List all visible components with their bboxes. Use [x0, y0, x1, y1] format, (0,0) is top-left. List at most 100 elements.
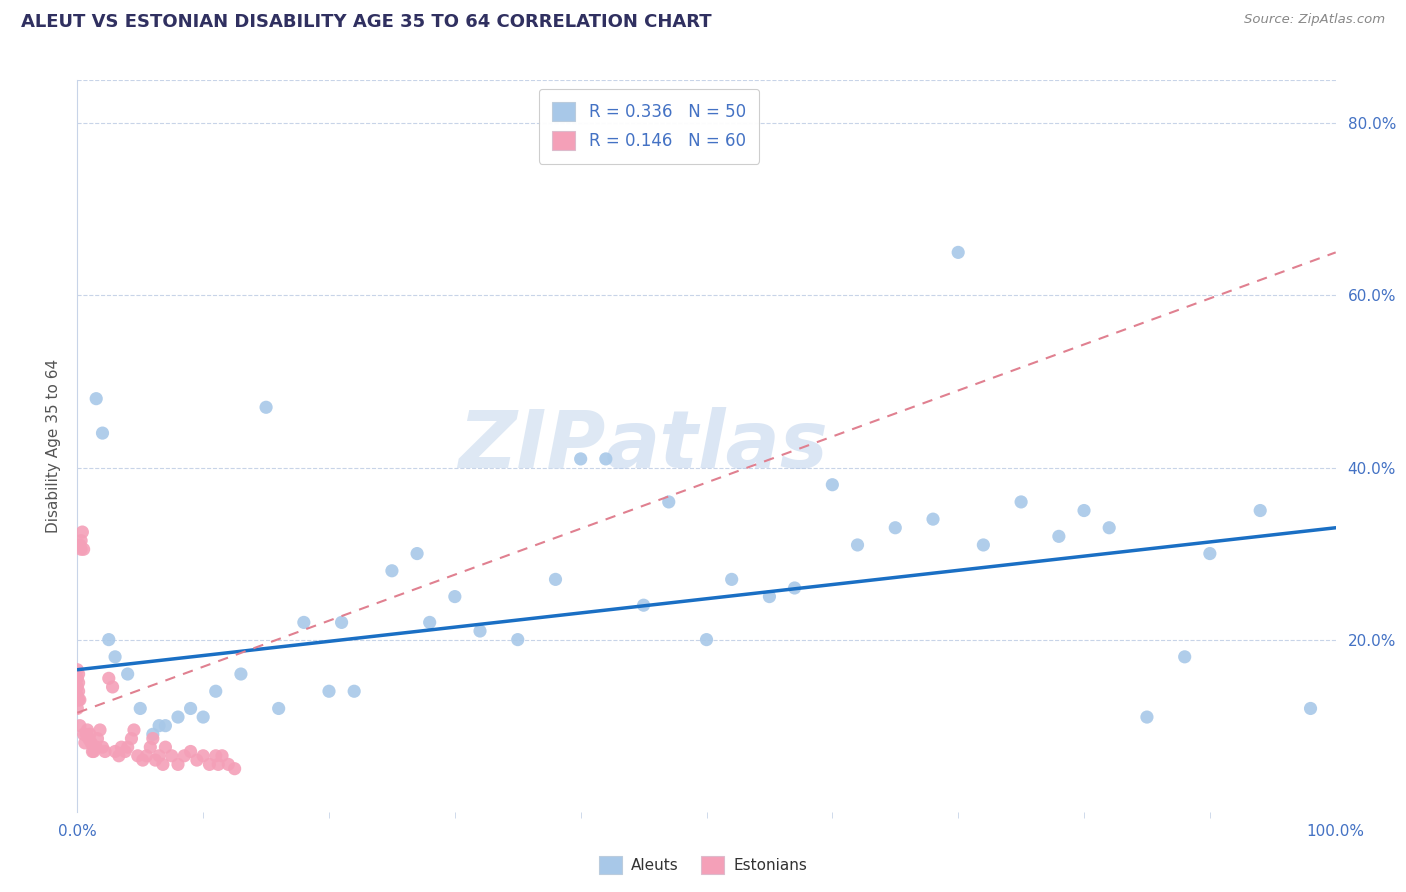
Point: [318, 684, 340, 698]
Point: [127, 748, 149, 763]
Point: [330, 615, 353, 630]
Point: [70, 533, 93, 548]
Point: [444, 590, 467, 604]
Point: [80, 736, 103, 750]
Point: [160, 748, 183, 763]
Point: [1073, 503, 1095, 517]
Point: [948, 245, 970, 260]
Point: [267, 701, 290, 715]
Point: [83, 744, 105, 758]
Point: [94, 744, 117, 758]
Point: [72, 524, 94, 539]
Point: [69, 693, 91, 707]
Point: [75, 727, 97, 741]
Point: [658, 495, 681, 509]
Point: [132, 753, 155, 767]
Point: [143, 753, 166, 767]
Point: [110, 740, 132, 755]
Point: [67, 684, 90, 698]
Point: [101, 680, 124, 694]
Point: [506, 632, 529, 647]
Point: [89, 723, 111, 737]
Point: [207, 757, 229, 772]
Point: [73, 736, 96, 750]
Point: [198, 757, 221, 772]
Point: [104, 744, 127, 758]
Point: [117, 667, 139, 681]
Point: [66, 663, 89, 677]
Point: [148, 748, 170, 763]
Point: [191, 748, 215, 763]
Text: Source: ZipAtlas.com: Source: ZipAtlas.com: [1244, 13, 1385, 27]
Point: [117, 740, 139, 755]
Point: [1136, 710, 1159, 724]
Point: [72, 542, 94, 557]
Point: [696, 632, 718, 647]
Point: [91, 740, 114, 755]
Point: [86, 731, 108, 746]
Point: [922, 512, 945, 526]
Point: [66, 680, 89, 694]
Point: [1047, 529, 1070, 543]
Point: [343, 684, 366, 698]
Point: [211, 748, 233, 763]
Point: [1010, 495, 1032, 509]
Point: [66, 671, 89, 685]
Point: [173, 748, 195, 763]
Point: [758, 590, 780, 604]
Point: [633, 598, 655, 612]
Legend: Aleuts, Estonians: Aleuts, Estonians: [592, 850, 814, 880]
Y-axis label: Disability Age 35 to 64: Disability Age 35 to 64: [45, 359, 60, 533]
Point: [292, 615, 315, 630]
Point: [167, 757, 190, 772]
Point: [167, 710, 190, 724]
Point: [76, 723, 98, 737]
Point: [108, 748, 131, 763]
Point: [114, 744, 136, 758]
Point: [120, 731, 142, 746]
Point: [155, 740, 177, 755]
Legend: R = 0.336   N = 50, R = 0.146   N = 60: R = 0.336 N = 50, R = 0.146 N = 60: [538, 88, 759, 164]
Point: [406, 547, 429, 561]
Point: [155, 719, 177, 733]
Point: [66, 701, 89, 715]
Point: [79, 727, 101, 741]
Point: [204, 684, 226, 698]
Point: [135, 748, 157, 763]
Point: [139, 740, 162, 755]
Point: [204, 748, 226, 763]
Point: [97, 632, 120, 647]
Point: [142, 727, 165, 741]
Point: [1198, 547, 1220, 561]
Point: [69, 719, 91, 733]
Point: [142, 731, 165, 746]
Point: [148, 719, 170, 733]
Point: [595, 451, 617, 466]
Text: atlas: atlas: [606, 407, 828, 485]
Point: [82, 744, 104, 758]
Point: [569, 451, 592, 466]
Text: ALEUT VS ESTONIAN DISABILITY AGE 35 TO 64 CORRELATION CHART: ALEUT VS ESTONIAN DISABILITY AGE 35 TO 6…: [21, 13, 711, 31]
Point: [381, 564, 404, 578]
Point: [67, 667, 90, 681]
Point: [186, 753, 208, 767]
Point: [69, 538, 91, 552]
Point: [91, 426, 114, 441]
Point: [84, 392, 107, 406]
Point: [1098, 521, 1121, 535]
Point: [224, 762, 246, 776]
Point: [180, 701, 202, 715]
Point: [72, 727, 94, 741]
Point: [152, 757, 174, 772]
Point: [97, 671, 120, 685]
Point: [846, 538, 869, 552]
Point: [720, 573, 742, 587]
Point: [1299, 701, 1322, 715]
Point: [884, 521, 907, 535]
Point: [70, 542, 93, 557]
Point: [67, 693, 90, 707]
Point: [129, 701, 152, 715]
Point: [84, 740, 107, 755]
Point: [77, 731, 100, 746]
Point: [468, 624, 491, 638]
